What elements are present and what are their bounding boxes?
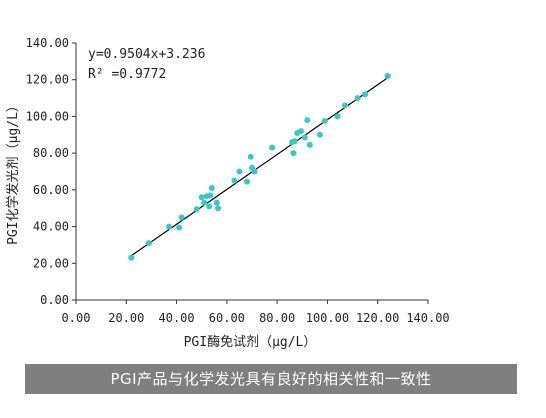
data-point xyxy=(334,113,341,120)
data-point xyxy=(354,95,361,102)
data-point xyxy=(316,131,323,138)
y-tick-label: 20.00 xyxy=(33,256,69,270)
x-tick-label: 0.00 xyxy=(62,311,91,325)
data-point xyxy=(306,141,313,148)
data-point xyxy=(207,192,214,199)
data-point xyxy=(215,205,222,212)
data-point xyxy=(321,118,328,125)
data-point xyxy=(243,178,250,185)
y-tick-label: 120.00 xyxy=(26,73,69,87)
data-point xyxy=(298,128,305,135)
data-point xyxy=(291,138,298,145)
x-axis-title: PGI酶免试剂（μg/L） xyxy=(184,334,317,350)
data-point xyxy=(176,224,183,231)
scatter-chart: 0.00 20.00 40.00 60.00 80.00 100.00 120.00 140.… xyxy=(5,36,450,350)
x-tick-label: 140.00 xyxy=(406,311,449,325)
r-squared-label: R² =0.9772 xyxy=(88,67,166,82)
y-tick-label: 80.00 xyxy=(33,146,69,160)
data-point xyxy=(290,150,297,157)
data-points xyxy=(128,73,391,261)
data-point xyxy=(342,102,349,109)
data-point xyxy=(206,203,213,210)
data-point xyxy=(128,254,135,261)
data-point xyxy=(231,177,238,184)
x-tick-label: 120.00 xyxy=(356,311,399,325)
data-point xyxy=(384,73,391,80)
x-tick-label: 100.00 xyxy=(306,311,349,325)
data-point xyxy=(198,194,205,201)
x-tick-label: 40.00 xyxy=(159,311,195,325)
x-tick-label: 60.00 xyxy=(209,311,245,325)
data-point xyxy=(304,117,311,124)
data-point xyxy=(178,214,185,221)
data-point xyxy=(193,206,200,213)
regression-equation: y=0.9504x+3.236 xyxy=(88,47,205,62)
figure-caption: PGI产品与化学发光具有良好的相关性和一致性 xyxy=(25,364,517,394)
data-point xyxy=(301,134,308,141)
y-tick-label: 140.00 xyxy=(26,36,69,50)
x-tick-label: 20.00 xyxy=(108,311,144,325)
x-axis-ticks: 0.00 20.00 40.00 60.00 80.00 100.00 120.00 140.… xyxy=(62,300,450,325)
y-axis-title: PGI化学发光剂（μg/L） xyxy=(5,99,21,245)
data-point xyxy=(201,199,208,206)
y-tick-label: 40.00 xyxy=(33,220,69,234)
data-point xyxy=(166,223,173,230)
data-point xyxy=(236,168,243,175)
data-point xyxy=(269,144,276,151)
x-tick-label: 80.00 xyxy=(259,311,295,325)
data-point xyxy=(145,240,152,247)
y-tick-label: 0.00 xyxy=(40,293,69,307)
data-point xyxy=(247,153,254,160)
data-point xyxy=(251,168,258,175)
data-point xyxy=(208,185,215,192)
y-tick-label: 100.00 xyxy=(26,109,69,123)
data-point xyxy=(362,91,369,98)
y-tick-label: 60.00 xyxy=(33,183,69,197)
y-axis-ticks: 0.00 20.00 40.00 60.00 80.00 100.00 120.00 140.… xyxy=(26,36,76,307)
data-point xyxy=(213,199,220,206)
